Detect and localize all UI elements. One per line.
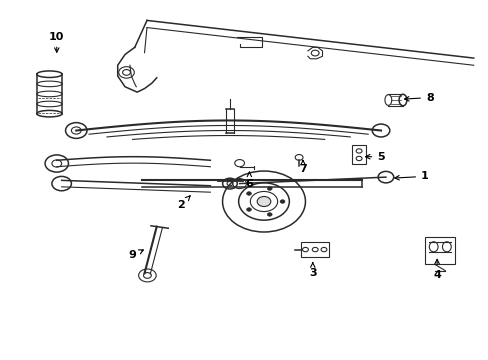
Text: 5: 5: [365, 152, 384, 162]
Circle shape: [257, 197, 270, 207]
Text: 9: 9: [128, 250, 143, 260]
Text: 1: 1: [394, 171, 428, 181]
Circle shape: [246, 208, 251, 211]
Text: 7: 7: [299, 161, 306, 174]
Text: 2: 2: [177, 196, 190, 210]
Text: 10: 10: [49, 32, 64, 52]
Circle shape: [280, 200, 285, 203]
Circle shape: [267, 187, 272, 190]
Circle shape: [246, 192, 251, 195]
Text: 4: 4: [432, 259, 440, 280]
Text: 6: 6: [245, 172, 253, 189]
Text: 8: 8: [404, 93, 433, 103]
Circle shape: [267, 213, 272, 216]
Text: 3: 3: [308, 262, 316, 278]
